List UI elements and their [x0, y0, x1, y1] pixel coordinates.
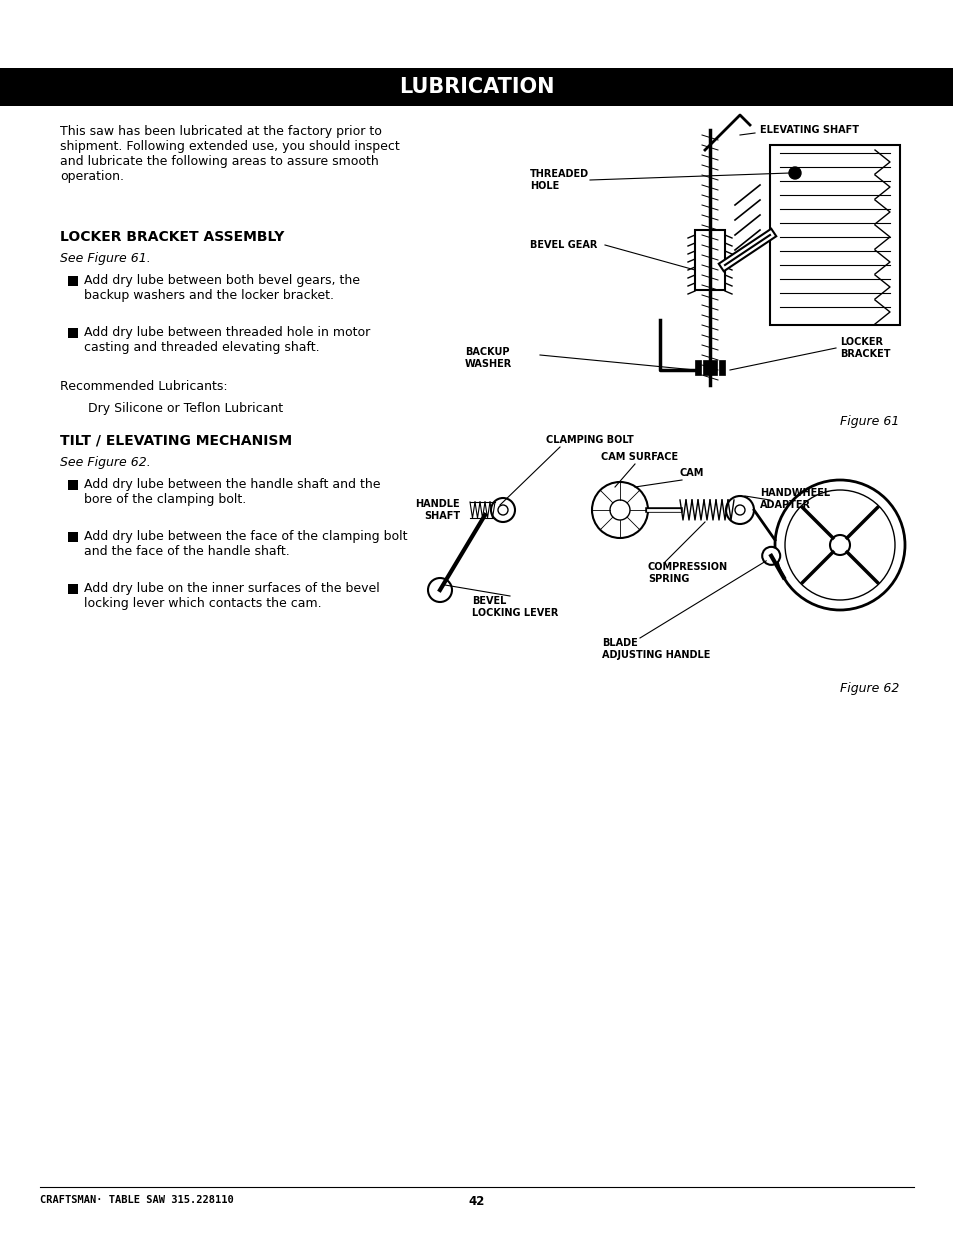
Text: COMPRESSION
SPRING: COMPRESSION SPRING — [647, 563, 727, 584]
Bar — [710, 361, 717, 375]
Text: Add dry lube between threaded hole in motor
casting and threaded elevating shaft: Add dry lube between threaded hole in mo… — [84, 326, 370, 354]
Text: Figure 62: Figure 62 — [840, 681, 899, 695]
Bar — [702, 361, 708, 375]
Circle shape — [774, 479, 904, 610]
Bar — [68, 276, 78, 286]
Text: LOCKER
BRACKET: LOCKER BRACKET — [840, 337, 889, 359]
Circle shape — [725, 496, 753, 524]
Bar — [719, 361, 724, 375]
Circle shape — [784, 489, 894, 600]
Text: Add dry lube between both bevel gears, the
backup washers and the locker bracket: Add dry lube between both bevel gears, t… — [84, 274, 359, 302]
Text: Add dry lube between the face of the clamping bolt
and the face of the handle sh: Add dry lube between the face of the cla… — [84, 530, 407, 558]
Text: HANDLE
SHAFT: HANDLE SHAFT — [415, 499, 459, 520]
Text: This saw has been lubricated at the factory prior to
shipment. Following extende: This saw has been lubricated at the fact… — [60, 125, 399, 183]
Text: BACKUP
WASHER: BACKUP WASHER — [464, 347, 512, 369]
Bar — [0, 68, 953, 107]
Text: See Figure 61.: See Figure 61. — [60, 252, 151, 265]
Text: BLADE
ADJUSTING HANDLE: BLADE ADJUSTING HANDLE — [601, 638, 710, 659]
Circle shape — [829, 535, 849, 555]
Text: BEVEL GEAR: BEVEL GEAR — [530, 240, 597, 250]
Bar — [68, 479, 78, 489]
Bar — [695, 361, 700, 375]
Text: 42: 42 — [468, 1194, 485, 1208]
Text: Figure 61: Figure 61 — [840, 415, 899, 427]
Text: Dry Silicone or Teflon Lubricant: Dry Silicone or Teflon Lubricant — [88, 401, 283, 415]
Circle shape — [491, 498, 515, 522]
Text: TILT / ELEVATING MECHANISM: TILT / ELEVATING MECHANISM — [60, 434, 292, 449]
Circle shape — [761, 546, 780, 565]
Bar — [769, 145, 899, 325]
Text: CAM SURFACE: CAM SURFACE — [600, 452, 678, 462]
Text: LOCKER BRACKET ASSEMBLY: LOCKER BRACKET ASSEMBLY — [60, 230, 284, 244]
Bar — [68, 532, 78, 541]
Circle shape — [428, 579, 452, 602]
Circle shape — [609, 501, 629, 520]
Text: Add dry lube between the handle shaft and the
bore of the clamping bolt.: Add dry lube between the handle shaft an… — [84, 478, 380, 506]
Text: See Figure 62.: See Figure 62. — [60, 456, 151, 470]
Text: CRAFTSMAN· TABLE SAW 315.228110: CRAFTSMAN· TABLE SAW 315.228110 — [40, 1194, 233, 1206]
Circle shape — [497, 506, 507, 515]
Text: BEVEL
LOCKING LEVER: BEVEL LOCKING LEVER — [472, 596, 558, 617]
Bar — [68, 328, 78, 338]
Text: HANDWHEEL
ADAPTER: HANDWHEEL ADAPTER — [760, 488, 829, 509]
Text: CLAMPING BOLT: CLAMPING BOLT — [545, 435, 633, 445]
Text: Recommended Lubricants:: Recommended Lubricants: — [60, 380, 228, 393]
Text: ELEVATING SHAFT: ELEVATING SHAFT — [760, 125, 858, 135]
Circle shape — [592, 482, 647, 538]
Text: Add dry lube on the inner surfaces of the bevel
locking lever which contacts the: Add dry lube on the inner surfaces of th… — [84, 582, 379, 610]
Bar — [68, 584, 78, 593]
Circle shape — [734, 506, 744, 515]
Bar — [695, 230, 724, 290]
Circle shape — [788, 167, 801, 178]
Text: LUBRICATION: LUBRICATION — [399, 77, 554, 97]
Text: THREADED
HOLE: THREADED HOLE — [530, 170, 589, 191]
Text: CAM: CAM — [679, 468, 703, 478]
